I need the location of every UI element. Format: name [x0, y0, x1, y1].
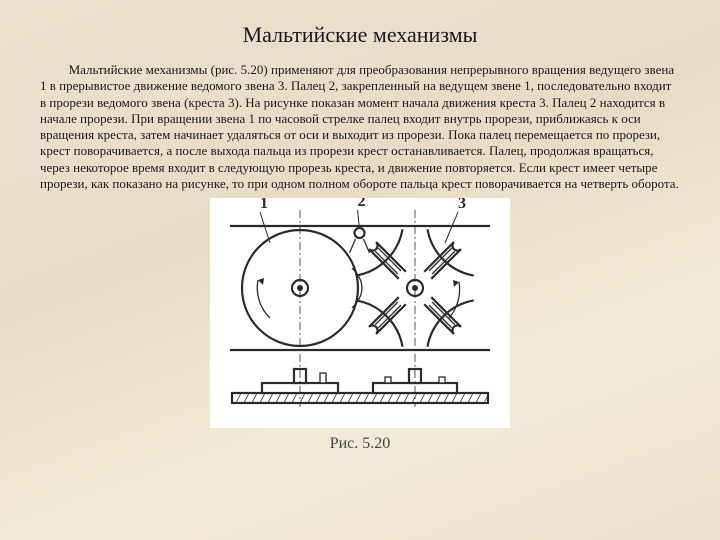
figure-5-20: 1 2 3	[210, 198, 510, 428]
svg-text:2: 2	[358, 198, 366, 210]
page: Мальтийские механизмы Мальтийские механи…	[0, 0, 720, 463]
figure-caption: Рис. 5.20	[40, 435, 680, 453]
body-paragraph: Мальтийские механизмы (рис. 5.20) примен…	[40, 62, 680, 192]
svg-text:3: 3	[458, 198, 466, 212]
svg-text:1: 1	[260, 198, 268, 212]
page-title: Мальтийские механизмы	[40, 22, 680, 48]
figure-block: 1 2 3 Рис. 5.20	[40, 198, 680, 453]
